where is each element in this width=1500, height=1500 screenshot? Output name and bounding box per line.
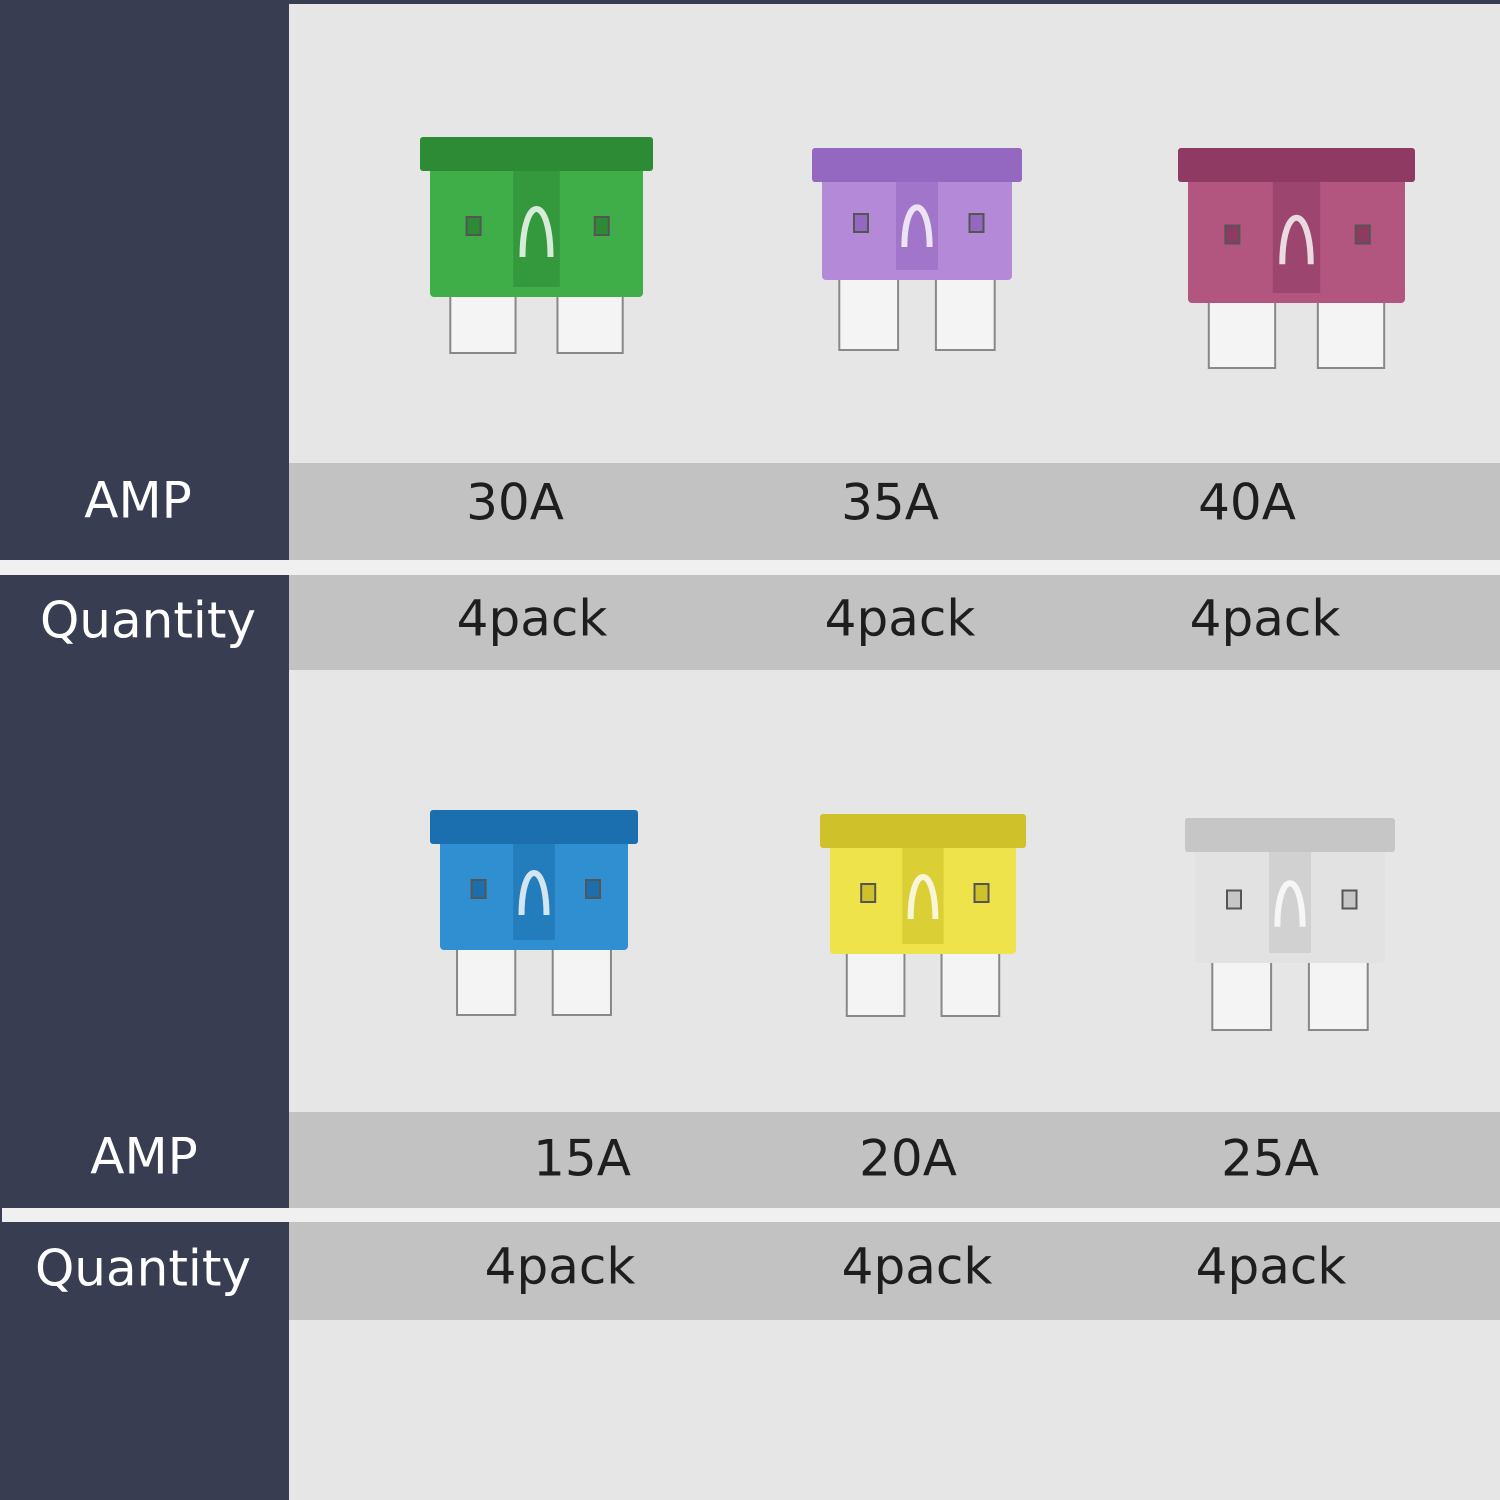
side-panel <box>0 0 289 1500</box>
fuse-element <box>907 874 939 920</box>
fuse-leg <box>551 939 612 1016</box>
fuse-top <box>1178 148 1415 182</box>
quantity-value: 4pack <box>842 1238 993 1296</box>
amp-value: 15A <box>533 1130 631 1188</box>
fuse-leg <box>940 943 1001 1017</box>
amp-value: 20A <box>859 1130 957 1188</box>
fuse-test-point <box>973 883 990 903</box>
fuse-window <box>513 844 555 940</box>
fuse-test-point <box>1224 224 1241 245</box>
divider <box>0 560 1500 575</box>
fuse-leg <box>1211 952 1273 1031</box>
fuse-element <box>1274 880 1306 927</box>
divider <box>2 1208 1500 1222</box>
fuse-window <box>1269 852 1311 953</box>
quantity-value: 4pack <box>485 1238 636 1296</box>
fuse-top <box>820 814 1026 848</box>
fuse-top <box>420 137 653 171</box>
quantity-value: 4pack <box>457 590 608 648</box>
fuse-test-point <box>585 879 601 899</box>
quantity-value: 4pack <box>825 590 976 648</box>
fuse-leg <box>845 943 906 1017</box>
amp-band <box>289 463 1500 560</box>
fuse-test-point <box>1354 224 1371 245</box>
fuse-window <box>896 182 938 270</box>
row-label: AMP <box>90 1128 198 1186</box>
fuse-images <box>420 137 1415 1031</box>
quantity-value: 4pack <box>1196 1238 1347 1296</box>
fuse-top <box>812 148 1022 182</box>
fuse <box>812 148 1022 351</box>
quantity-band <box>289 1222 1500 1320</box>
fuse <box>820 814 1026 1017</box>
amp-band <box>289 1112 1500 1208</box>
row-label: Quantity <box>35 1240 251 1298</box>
fuse-leg <box>934 269 996 351</box>
fuse-test-point <box>853 213 869 233</box>
fuse-leg <box>1307 952 1369 1031</box>
fuse <box>420 137 653 354</box>
fuse-window <box>513 171 560 287</box>
fuse-element <box>901 204 933 248</box>
fuse-window <box>902 848 944 944</box>
amp-value: 25A <box>1221 1130 1319 1188</box>
row-label: Quantity <box>40 592 256 650</box>
fuse-test-point <box>860 883 877 903</box>
fuse <box>1185 818 1395 1031</box>
fuse-element <box>519 206 554 258</box>
fuse-element <box>518 870 550 916</box>
fuse-top <box>430 810 638 844</box>
top-border <box>288 0 1500 4</box>
amp-value: 35A <box>841 474 939 532</box>
row-label: AMP <box>84 472 192 530</box>
fuse-leg <box>1316 292 1386 369</box>
fuse <box>1178 148 1415 369</box>
fuse-test-point <box>470 879 487 899</box>
fuse-test-point <box>465 216 482 236</box>
amp-value: 30A <box>466 474 564 532</box>
fuse-leg <box>1207 292 1277 369</box>
fuse-element <box>1279 215 1314 265</box>
quantity-band <box>289 575 1500 670</box>
fuse-leg <box>838 269 900 351</box>
fuse-top <box>1185 818 1395 852</box>
fuse <box>430 810 638 1016</box>
fuse-window <box>1272 182 1321 293</box>
fuse-test-point <box>1226 889 1242 910</box>
fuse-leg <box>456 939 517 1016</box>
quantity-value: 4pack <box>1190 590 1341 648</box>
fuse-test-point <box>1341 889 1358 910</box>
amp-value: 40A <box>1198 474 1296 532</box>
fuse-test-point <box>593 216 610 236</box>
fuse-test-point <box>968 213 985 233</box>
